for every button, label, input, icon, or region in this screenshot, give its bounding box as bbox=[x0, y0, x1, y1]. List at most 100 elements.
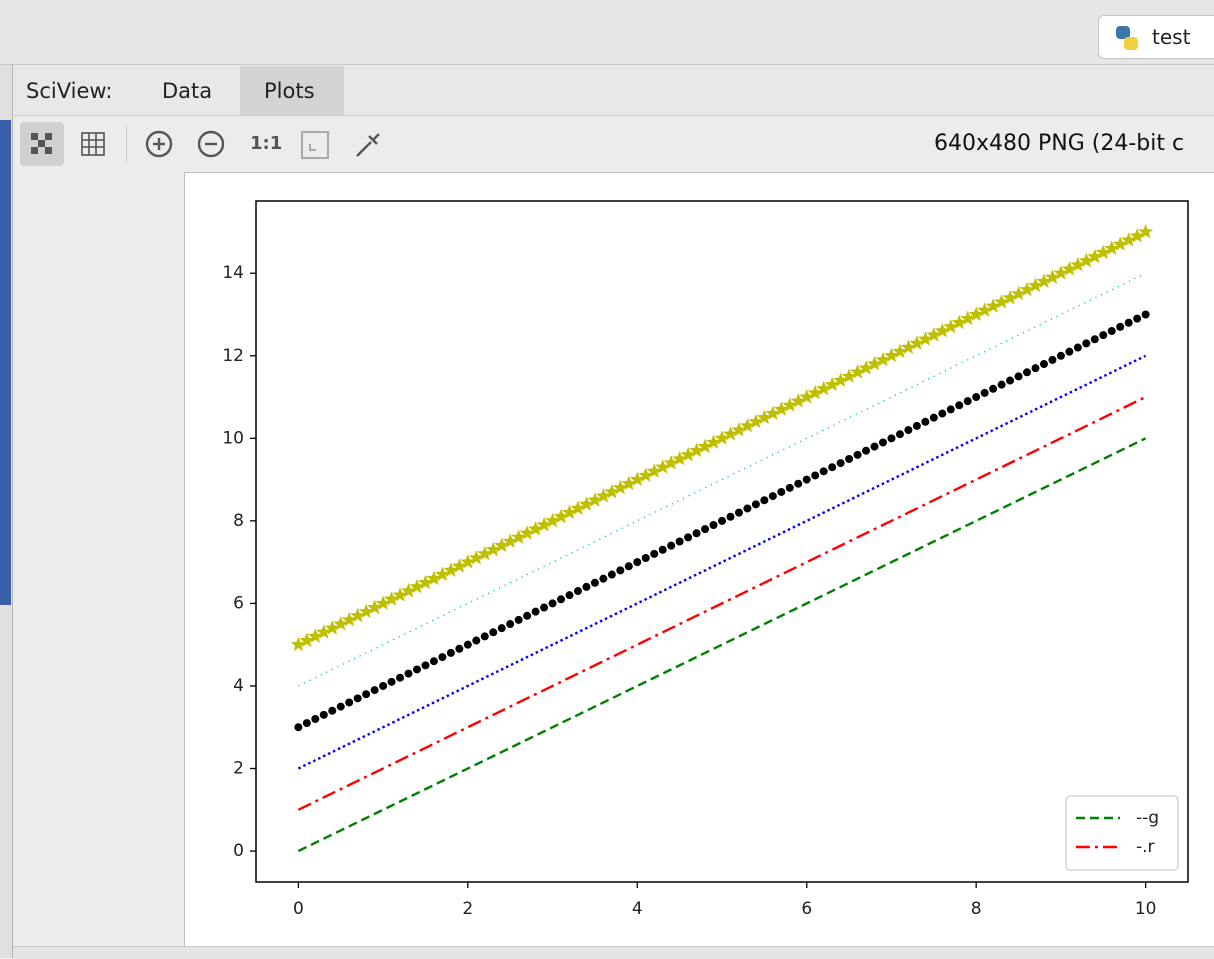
point-marker bbox=[963, 397, 972, 406]
point-marker bbox=[1073, 343, 1082, 352]
point-marker bbox=[887, 434, 896, 443]
star-marker bbox=[985, 298, 1001, 313]
star-marker bbox=[595, 488, 611, 503]
star-marker bbox=[1095, 244, 1111, 260]
point-marker bbox=[302, 719, 311, 728]
star-marker bbox=[688, 442, 705, 458]
star-marker bbox=[629, 471, 645, 487]
point-marker bbox=[845, 454, 854, 463]
point-marker bbox=[412, 665, 421, 674]
sciview-tabs: SciView: Data Plots bbox=[13, 66, 1214, 116]
star-marker bbox=[841, 368, 857, 383]
point-marker bbox=[734, 508, 743, 517]
star-marker bbox=[790, 393, 806, 408]
point-marker bbox=[616, 566, 625, 575]
y-tick-label: 0 bbox=[233, 841, 244, 861]
star-marker bbox=[307, 628, 323, 643]
x-tick-label: 4 bbox=[632, 899, 643, 919]
point-marker bbox=[1133, 314, 1142, 323]
star-marker bbox=[350, 607, 366, 623]
star-marker bbox=[485, 541, 501, 557]
point-marker bbox=[870, 442, 879, 451]
point-marker bbox=[980, 388, 989, 397]
point-marker bbox=[540, 603, 549, 612]
star-marker bbox=[892, 343, 908, 359]
image-toolbar: 1:1 640x480 PNG (24-bit c bbox=[13, 116, 1214, 172]
star-marker bbox=[977, 302, 993, 317]
color-picker-button[interactable] bbox=[353, 128, 385, 160]
tab[interactable]: Data bbox=[162, 79, 213, 103]
point-marker bbox=[607, 570, 616, 579]
point-marker bbox=[387, 677, 396, 686]
star-marker bbox=[824, 376, 840, 392]
star-marker bbox=[1036, 273, 1052, 288]
series-line bbox=[297, 395, 1147, 811]
point-marker bbox=[718, 516, 726, 525]
point-marker bbox=[641, 554, 650, 563]
point-marker bbox=[921, 417, 930, 426]
star-marker bbox=[1138, 223, 1154, 239]
left-gutter bbox=[0, 65, 13, 958]
star-marker bbox=[968, 306, 984, 321]
point-marker bbox=[472, 636, 481, 645]
star-marker bbox=[392, 587, 408, 602]
point-marker bbox=[557, 595, 566, 604]
star-marker bbox=[553, 508, 569, 524]
chart: 0 2 4 6 8 10 0 2 4 6 8 10 12 14 --g -.r bbox=[222, 200, 1189, 919]
star-marker bbox=[511, 529, 527, 544]
point-marker bbox=[421, 661, 430, 670]
star-marker bbox=[426, 570, 442, 586]
point-marker bbox=[506, 620, 515, 629]
star-marker bbox=[578, 496, 595, 511]
star-marker bbox=[934, 323, 950, 338]
point-marker bbox=[1107, 327, 1116, 336]
point-marker bbox=[379, 681, 388, 690]
point-marker bbox=[370, 686, 379, 695]
point-marker bbox=[548, 599, 557, 608]
icon bbox=[31, 133, 52, 154]
star-marker bbox=[587, 492, 603, 507]
point-marker bbox=[311, 714, 320, 723]
actual-size-button[interactable]: 1:1 bbox=[250, 133, 283, 154]
point-marker bbox=[294, 723, 303, 732]
star-marker bbox=[1061, 261, 1077, 276]
grid-button[interactable] bbox=[79, 130, 107, 158]
star-marker bbox=[341, 611, 357, 627]
point-marker bbox=[997, 380, 1006, 389]
star-marker bbox=[765, 405, 781, 421]
zoom-in-button[interactable] bbox=[144, 129, 174, 159]
star-marker bbox=[527, 521, 544, 536]
star-marker bbox=[1019, 281, 1035, 297]
point-marker bbox=[701, 525, 710, 534]
point-marker bbox=[853, 450, 862, 459]
star-marker bbox=[672, 450, 688, 466]
star-marker bbox=[909, 335, 925, 350]
chessboard-button[interactable] bbox=[20, 122, 64, 166]
point-marker bbox=[751, 500, 760, 509]
point-marker bbox=[1023, 368, 1032, 377]
point-marker bbox=[1006, 376, 1015, 385]
star-marker bbox=[477, 545, 493, 561]
star-marker bbox=[409, 578, 425, 594]
point-marker bbox=[1124, 318, 1133, 327]
point-marker bbox=[565, 591, 574, 600]
star-marker bbox=[875, 351, 891, 367]
run-config[interactable]: test bbox=[1098, 15, 1214, 59]
star-marker bbox=[536, 516, 552, 532]
star-marker bbox=[1053, 265, 1069, 280]
tab-selected[interactable]: Plots bbox=[240, 66, 344, 115]
fit-button[interactable] bbox=[300, 130, 330, 160]
x-tick-label: 8 bbox=[971, 899, 982, 919]
point-marker bbox=[726, 512, 735, 521]
point-marker bbox=[463, 640, 472, 649]
star-marker bbox=[1078, 252, 1094, 268]
zoom-out-button[interactable] bbox=[196, 129, 226, 159]
y-tick-label: 2 bbox=[233, 759, 244, 779]
star-marker bbox=[739, 417, 756, 433]
star-marker bbox=[646, 463, 662, 478]
star-marker bbox=[960, 310, 976, 326]
series-line bbox=[297, 437, 1147, 853]
y-tick-label: 4 bbox=[233, 676, 244, 696]
point-marker bbox=[590, 578, 599, 587]
top-toolbar bbox=[0, 0, 1214, 65]
